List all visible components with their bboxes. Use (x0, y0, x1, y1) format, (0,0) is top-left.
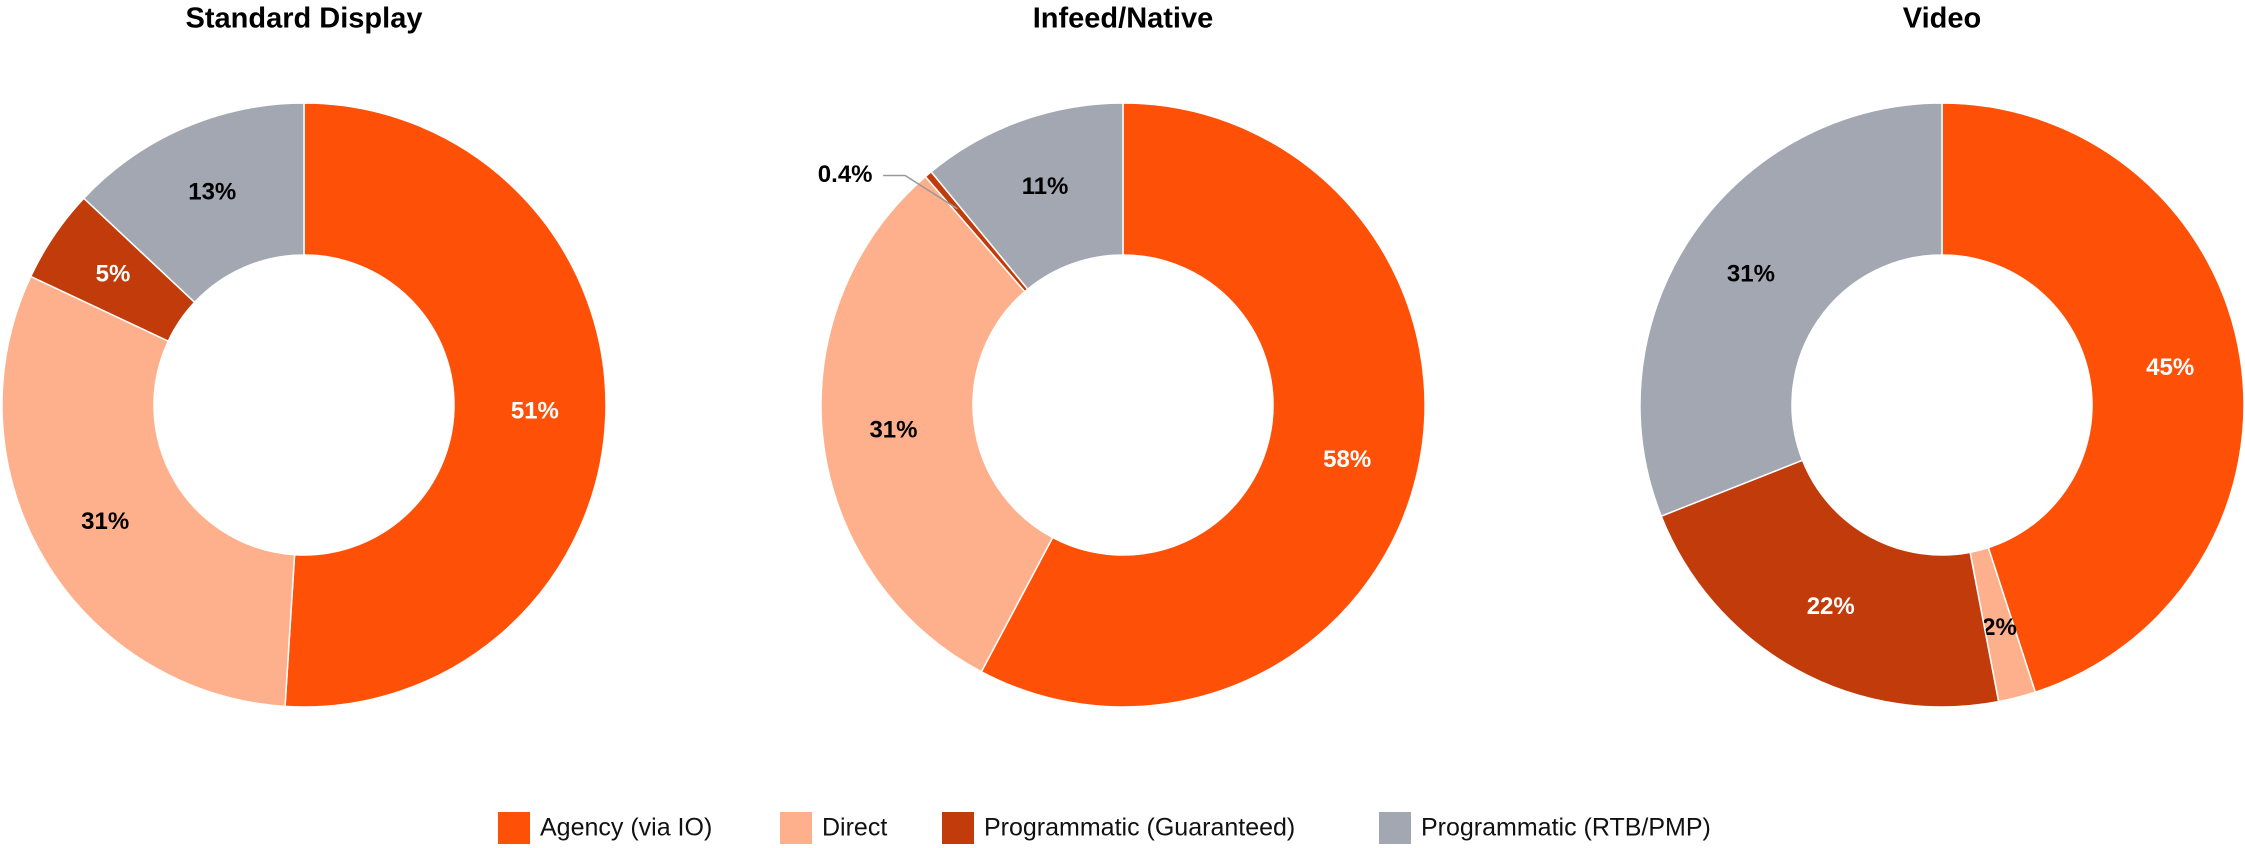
value-label: 22% (1807, 593, 1855, 620)
value-label: 31% (1727, 261, 1775, 288)
slice (1941, 102, 2245, 694)
value-label: 51% (511, 398, 559, 425)
legend-label: Programmatic (RTB/PMP) (1421, 814, 1711, 842)
legend-swatch (1379, 812, 1411, 844)
legend-swatch (780, 812, 812, 844)
slice (980, 102, 1426, 708)
slice (1660, 459, 2000, 708)
value-label: 31% (81, 508, 129, 535)
chart-title: Infeed/Native (1033, 3, 1214, 35)
slice (1, 275, 296, 708)
value-label: 58% (1323, 446, 1371, 473)
value-label: 11% (1022, 173, 1069, 200)
slice (930, 102, 1124, 291)
slice (820, 175, 1054, 673)
value-label: 31% (869, 416, 917, 443)
legend-swatch (498, 812, 530, 844)
leader-line (883, 174, 958, 210)
value-label: 45% (2146, 354, 2194, 381)
value-label: 0.4% (818, 161, 873, 188)
legend-label: Programmatic (Guaranteed) (984, 814, 1295, 842)
slice (82, 102, 305, 304)
legend-swatch (942, 812, 974, 844)
chart-title: Video (1903, 3, 1981, 35)
value-label: 2% (1982, 614, 2017, 641)
value-label: 5% (96, 261, 131, 288)
legend-label: Agency (via IO) (540, 814, 712, 842)
value-label: 13% (188, 178, 236, 205)
slice (284, 102, 607, 708)
chart-title: Standard Display (186, 3, 423, 35)
slice (1639, 102, 1943, 518)
legend-label: Direct (822, 814, 887, 842)
